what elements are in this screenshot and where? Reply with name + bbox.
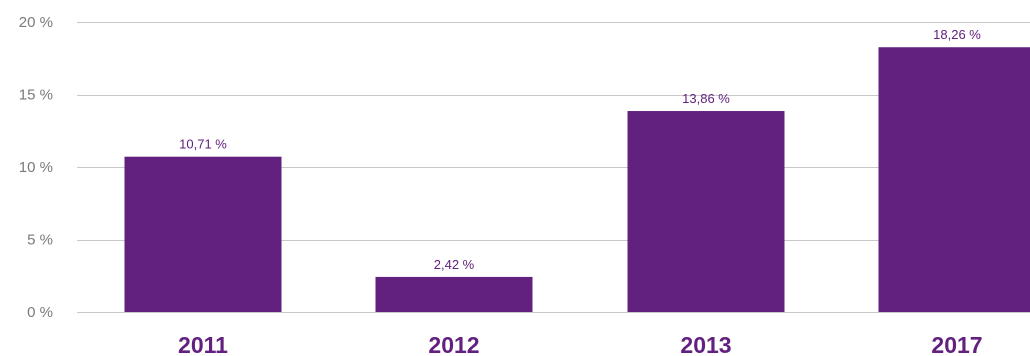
y-tick-label: 20 %	[19, 14, 53, 31]
x-category-label: 2013	[680, 332, 731, 356]
y-axis-tick-labels: 0 % 5 % 10 % 15 % 20 %	[19, 14, 53, 321]
y-tick-label: 15 %	[19, 87, 53, 104]
x-category-label: 2017	[931, 332, 982, 356]
y-tick-label: 10 %	[19, 159, 53, 176]
bar-value-label: 13,86 %	[682, 91, 730, 106]
chart-value-labels: 10,71 % 2,42 % 13,86 % 18,26 %	[179, 27, 981, 272]
x-category-label: 2011	[178, 332, 228, 356]
bar-2013	[627, 111, 785, 312]
y-tick-label: 5 %	[27, 232, 53, 249]
y-tick-label: 0 %	[27, 304, 53, 321]
x-category-label: 2012	[428, 332, 479, 356]
bar-2011	[124, 156, 282, 312]
bar-value-label: 10,71 %	[179, 137, 227, 152]
bar-value-label: 2,42 %	[434, 257, 475, 272]
bar-2017	[878, 47, 1030, 312]
x-axis-category-labels: 2011 2012 2013 2017	[178, 332, 983, 356]
bar-value-label: 18,26 %	[933, 27, 981, 42]
bar-2012	[375, 276, 533, 312]
chart-bars	[124, 47, 1030, 312]
